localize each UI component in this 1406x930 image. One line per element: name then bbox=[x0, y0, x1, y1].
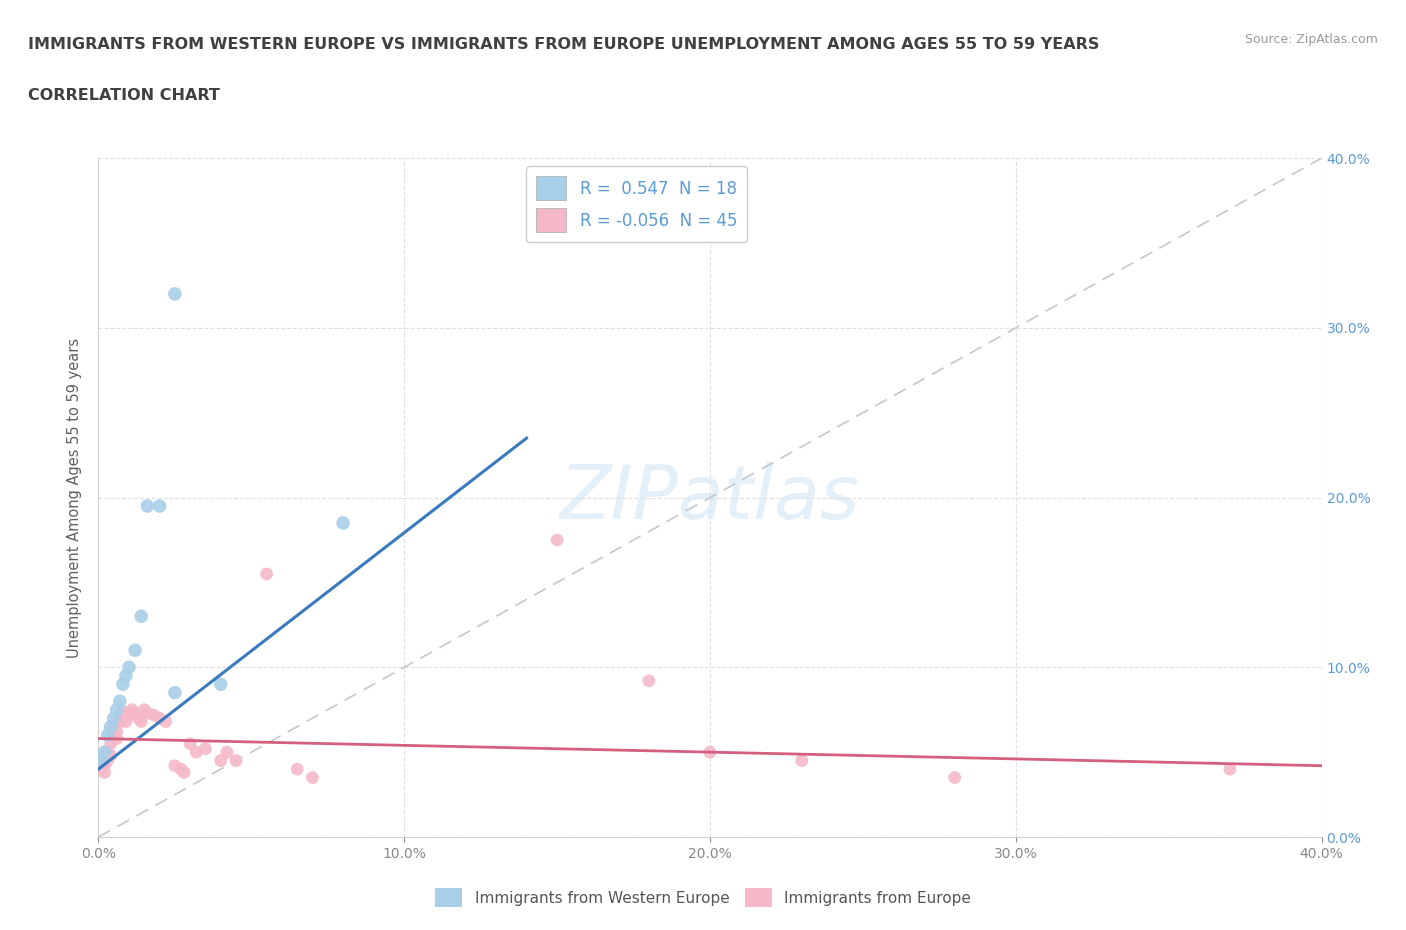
Point bbox=[142, 708, 165, 723]
Point bbox=[209, 677, 232, 692]
Point bbox=[103, 711, 125, 725]
Point bbox=[546, 533, 568, 548]
Point bbox=[179, 737, 201, 751]
Point bbox=[209, 753, 232, 768]
Point bbox=[790, 753, 813, 768]
Point bbox=[127, 711, 149, 725]
Point bbox=[173, 765, 195, 780]
Point bbox=[90, 753, 112, 768]
Point bbox=[105, 702, 128, 717]
Point bbox=[105, 724, 128, 739]
Point bbox=[136, 498, 159, 513]
Point bbox=[1219, 762, 1241, 777]
Point bbox=[100, 737, 122, 751]
Point bbox=[108, 708, 131, 723]
Point bbox=[124, 706, 146, 721]
Point bbox=[118, 660, 141, 675]
Point bbox=[121, 702, 143, 717]
Point bbox=[194, 741, 217, 756]
Legend: Immigrants from Western Europe, Immigrants from Europe: Immigrants from Western Europe, Immigran… bbox=[429, 883, 977, 913]
Text: ZIPatlas: ZIPatlas bbox=[560, 461, 860, 534]
Point bbox=[699, 745, 721, 760]
Point bbox=[136, 706, 159, 721]
Text: IMMIGRANTS FROM WESTERN EUROPE VS IMMIGRANTS FROM EUROPE UNEMPLOYMENT AMONG AGES: IMMIGRANTS FROM WESTERN EUROPE VS IMMIGR… bbox=[28, 37, 1099, 52]
Point bbox=[90, 753, 112, 768]
Point bbox=[93, 758, 115, 773]
Point bbox=[111, 677, 134, 692]
Point bbox=[186, 745, 208, 760]
Point bbox=[108, 714, 131, 729]
Point bbox=[111, 711, 134, 725]
Point bbox=[301, 770, 323, 785]
Point bbox=[129, 714, 152, 729]
Point bbox=[163, 685, 186, 700]
Point bbox=[93, 765, 115, 780]
Point bbox=[97, 753, 120, 768]
Point bbox=[90, 762, 112, 777]
Point bbox=[93, 745, 115, 760]
Point bbox=[170, 762, 193, 777]
Point bbox=[124, 643, 146, 658]
Point bbox=[111, 704, 134, 719]
Legend: R =  0.547  N = 18, R = -0.056  N = 45: R = 0.547 N = 18, R = -0.056 N = 45 bbox=[526, 166, 747, 242]
Point bbox=[225, 753, 247, 768]
Point bbox=[118, 708, 141, 723]
Point bbox=[103, 719, 125, 734]
Point bbox=[256, 566, 278, 581]
Point bbox=[100, 748, 122, 763]
Point bbox=[134, 702, 156, 717]
Point bbox=[285, 762, 308, 777]
Point bbox=[115, 714, 138, 729]
Point bbox=[215, 745, 238, 760]
Point bbox=[105, 731, 128, 746]
Point bbox=[637, 673, 661, 688]
Text: Source: ZipAtlas.com: Source: ZipAtlas.com bbox=[1244, 33, 1378, 46]
Y-axis label: Unemployment Among Ages 55 to 59 years: Unemployment Among Ages 55 to 59 years bbox=[67, 338, 83, 658]
Point bbox=[163, 286, 186, 301]
Point bbox=[129, 609, 152, 624]
Point bbox=[163, 758, 186, 773]
Point bbox=[943, 770, 966, 785]
Point bbox=[103, 727, 125, 742]
Point bbox=[115, 669, 138, 684]
Point bbox=[97, 745, 120, 760]
Point bbox=[108, 694, 131, 709]
Point bbox=[149, 711, 172, 725]
Text: CORRELATION CHART: CORRELATION CHART bbox=[28, 88, 219, 103]
Point bbox=[100, 719, 122, 734]
Point bbox=[149, 498, 172, 513]
Point bbox=[97, 727, 120, 742]
Point bbox=[332, 515, 354, 530]
Point bbox=[155, 714, 177, 729]
